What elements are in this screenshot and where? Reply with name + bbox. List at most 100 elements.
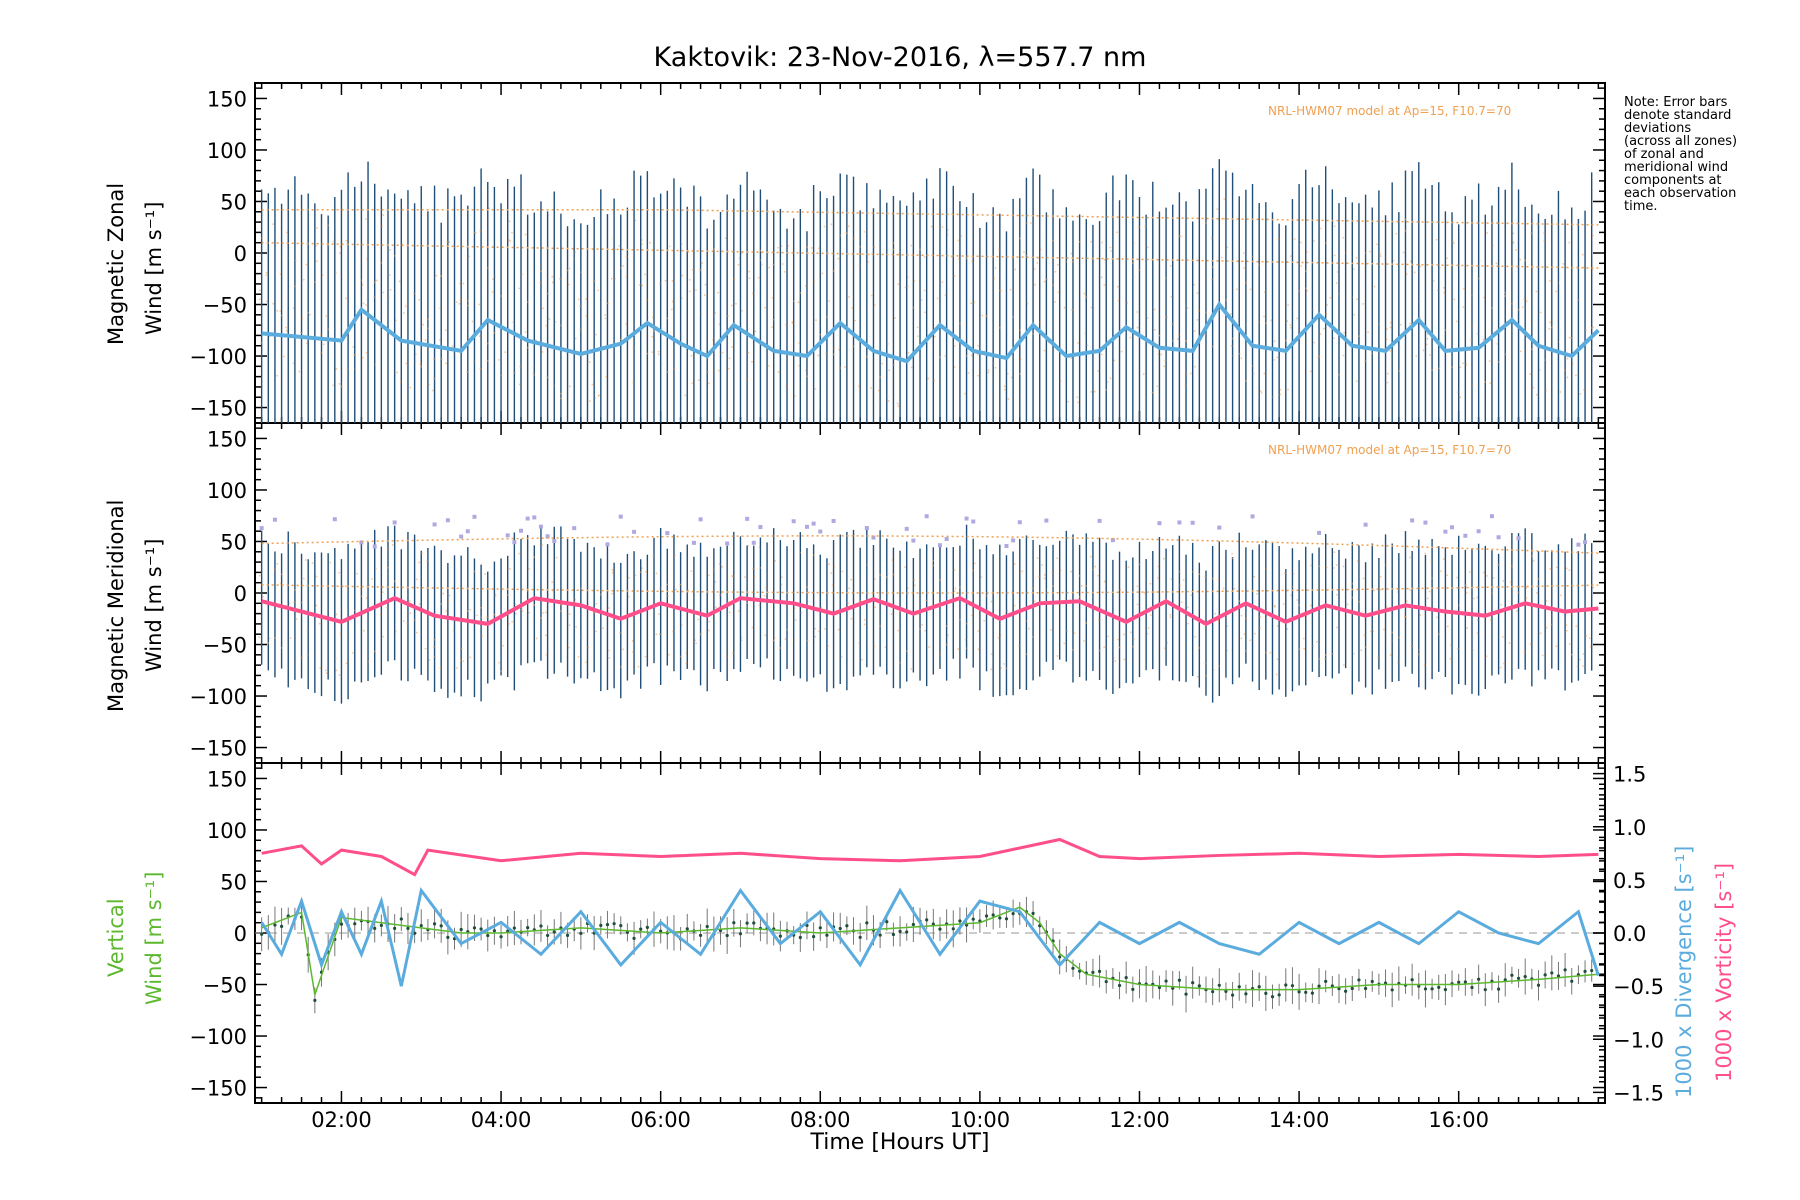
meridional-zone-point — [394, 630, 397, 633]
zonal-zone-point — [1164, 277, 1167, 279]
zonal-zone-point — [777, 371, 780, 373]
zonal-zone-point — [1273, 359, 1275, 361]
meridional-scatter-point — [552, 539, 557, 544]
zonal-zone-point — [1270, 319, 1273, 322]
meridional-zone-point — [484, 573, 487, 575]
zonal-zone-point — [1252, 365, 1254, 368]
meridional-scatter-point — [1443, 529, 1448, 534]
meridional-zone-point — [1131, 645, 1134, 648]
meridional-zone-point — [360, 595, 362, 598]
y-tick-label: 100 — [207, 139, 247, 163]
meridional-zone-point — [1226, 625, 1229, 627]
zonal-zone-point — [322, 343, 325, 346]
meridional-zone-point — [997, 636, 1000, 639]
zonal-zone-point — [1197, 310, 1200, 313]
meridional-zone-point — [1476, 632, 1479, 634]
meridional-zone-point — [780, 583, 783, 586]
vertical-wind-point — [512, 926, 516, 930]
vorticity-ylabel: 1000 x Vorticity [s⁻¹] — [1712, 862, 1736, 1082]
zonal-zone-point — [1137, 226, 1140, 228]
zonal-zone-point — [1216, 208, 1219, 211]
y-tick-label: −150 — [189, 397, 247, 421]
zonal-zone-point — [644, 273, 646, 276]
zonal-zone-point — [873, 246, 876, 249]
zonal-zone-point — [804, 369, 807, 372]
meridional-zone-point — [774, 559, 776, 562]
meridional-zone-point — [990, 653, 993, 656]
meridional-zone-point — [338, 571, 341, 574]
zonal-zone-point — [1430, 369, 1433, 371]
meridional-zone-point — [1298, 604, 1301, 606]
vertical-wind-point — [1171, 986, 1175, 990]
vertical-wind-point — [1031, 911, 1035, 915]
zonal-zone-point — [923, 256, 926, 258]
meridional-zone-point — [904, 566, 907, 568]
zonal-zone-point — [965, 257, 968, 260]
zonal-zone-point — [727, 367, 730, 370]
meridional-zone-point — [1123, 633, 1125, 636]
meridional-zone-point — [1130, 631, 1132, 634]
meridional-zone-point — [885, 576, 888, 578]
zonal-zone-point — [1287, 304, 1289, 306]
zonal-zone-point — [1084, 332, 1087, 335]
zonal-zone-point — [1462, 362, 1464, 365]
zonal-zone-point — [402, 312, 405, 314]
zonal-zone-point — [1243, 266, 1245, 269]
zonal-zone-point — [673, 367, 676, 370]
meridional-zone-point — [958, 618, 961, 621]
zonal-zone-point — [1077, 401, 1079, 404]
vertical-wind-point — [925, 918, 929, 922]
zonal-zone-point — [619, 338, 622, 341]
zonal-zone-point — [894, 317, 897, 319]
zonal-zone-point — [1400, 323, 1402, 326]
zonal-zone-point — [730, 304, 733, 307]
zonal-zone-point — [393, 254, 396, 257]
zonal-zone-point — [912, 306, 915, 309]
meridional-zone-point — [932, 559, 935, 562]
meridional-zone-point — [1085, 584, 1088, 587]
zonal-zone-point — [938, 356, 941, 359]
meridional-zone-point — [1428, 590, 1431, 593]
meridional-zone-point — [813, 554, 815, 556]
meridional-zone-point — [580, 636, 583, 639]
meridional-zone-point — [1472, 649, 1474, 652]
meridional-zone-point — [1397, 661, 1399, 664]
zonal-zone-point — [440, 275, 443, 278]
meridional-zone-point — [667, 653, 670, 656]
meridional-zone-point — [295, 618, 298, 620]
meridional-zone-point — [267, 642, 270, 644]
zonal-zone-point — [272, 302, 275, 305]
zonal-zone-point — [1579, 393, 1582, 395]
vertical-wind-point — [951, 927, 955, 931]
meridional-scatter-point — [618, 514, 623, 519]
zonal-zone-point — [1264, 322, 1267, 325]
zonal-zone-point — [792, 300, 795, 303]
meridional-zone-point — [568, 646, 570, 649]
zonal-zone-point — [1116, 285, 1119, 288]
zonal-zone-point — [944, 355, 947, 358]
zonal-zone-point — [319, 333, 322, 336]
meridional-zone-point — [1458, 604, 1460, 607]
meridional-zone-point — [1218, 664, 1220, 667]
zonal-zone-point — [1570, 336, 1573, 339]
zonal-zone-point — [539, 270, 542, 273]
zonal-zone-point — [1153, 308, 1156, 311]
zonal-zone-point — [731, 346, 734, 348]
y-tick-label: 50 — [220, 530, 247, 554]
zonal-zone-point — [467, 304, 469, 307]
vertical-wind-point — [1556, 974, 1561, 978]
zonal-zone-point — [1030, 222, 1032, 224]
meridional-zone-point — [469, 656, 472, 659]
zonal-zone-point — [687, 251, 690, 253]
zonal-zone-point — [1126, 301, 1129, 304]
vertical-wind-point — [446, 935, 450, 940]
meridional-zone-point — [1582, 653, 1585, 655]
zonal-zone-point — [431, 389, 434, 392]
meridional-zone-point — [999, 634, 1002, 637]
meridional-zone-point — [1403, 615, 1406, 618]
vertical-wind-point — [738, 932, 743, 936]
vertical-wind-point — [639, 927, 643, 931]
vertical-wind-point — [745, 921, 749, 925]
meridional-scatter-point — [272, 517, 277, 522]
meridional-scatter-point — [871, 535, 876, 540]
